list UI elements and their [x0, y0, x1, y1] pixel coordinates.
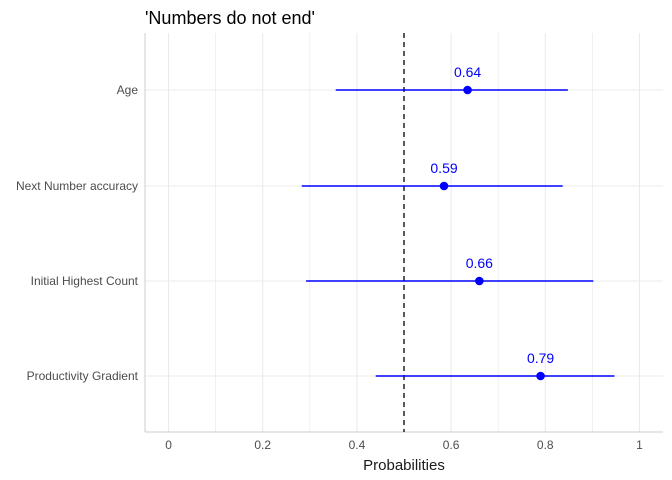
y-tick-label: Next Number accuracy [16, 179, 138, 193]
chart-title: 'Numbers do not end' [145, 8, 315, 28]
estimate-point [475, 276, 484, 286]
x-tick-label: 0.8 [537, 438, 554, 452]
estimate-point [439, 181, 449, 191]
marks-layer [301, 85, 615, 381]
value-label: 0.79 [527, 350, 554, 366]
value-label: 0.66 [466, 255, 493, 271]
labels-layer: 0 0.2 0.4 0.6 0.8 1 Age Next Number accuracy Ini… [16, 64, 643, 452]
estimate-point [463, 85, 472, 95]
y-tick-label: Age [117, 83, 139, 97]
x-tick-label: 0.6 [443, 438, 460, 452]
x-tick-label: 0.2 [254, 438, 271, 452]
x-tick-label: 0 [165, 438, 172, 452]
estimate-point [536, 371, 545, 381]
x-tick-label: 1 [636, 438, 643, 452]
value-label: 0.59 [430, 160, 457, 176]
y-tick-label: Productivity Gradient [27, 369, 139, 383]
value-label: 0.64 [454, 64, 481, 80]
x-tick-label: 0.4 [349, 438, 366, 452]
y-tick-label: Initial Highest Count [31, 274, 139, 288]
x-axis-title: Probabilities [363, 457, 445, 474]
